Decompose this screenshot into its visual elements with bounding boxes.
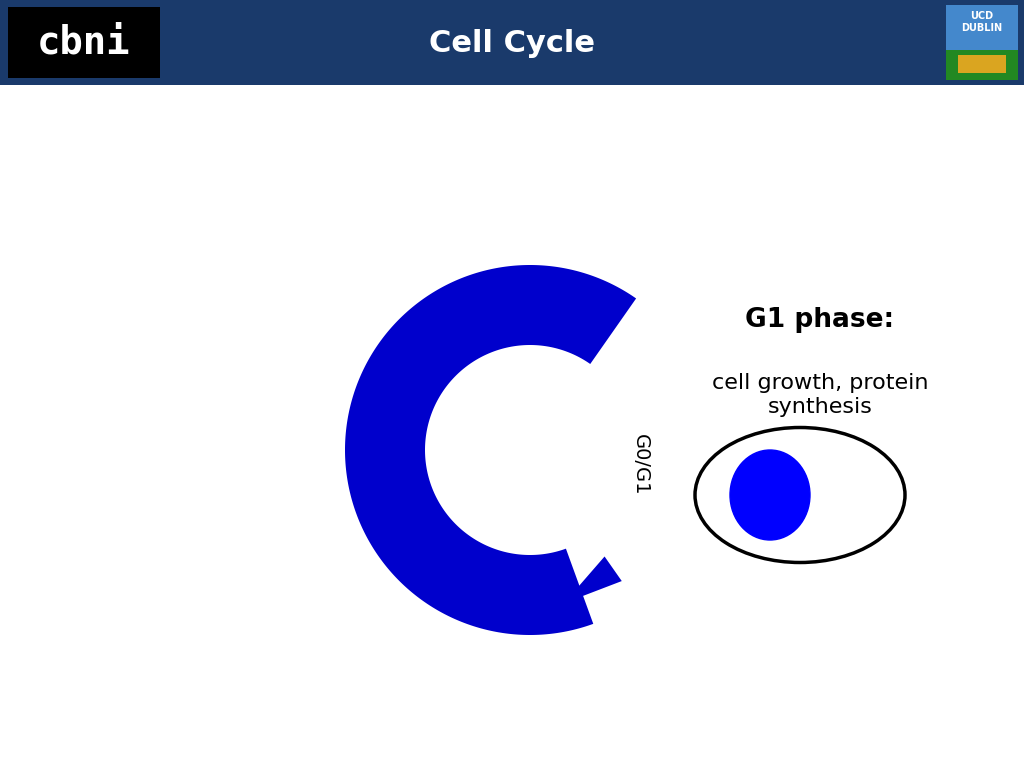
Text: Cell Cycle: Cell Cycle — [429, 28, 595, 58]
Text: UCD
DUBLIN: UCD DUBLIN — [962, 12, 1002, 33]
Bar — [0, 0, 1024, 85]
Polygon shape — [564, 557, 622, 603]
Bar — [8, 7, 160, 78]
Polygon shape — [345, 265, 636, 635]
Text: cell growth, protein
synthesis: cell growth, protein synthesis — [712, 373, 928, 416]
Bar — [958, 55, 1006, 73]
Ellipse shape — [730, 450, 810, 540]
Bar — [946, 5, 1018, 80]
Text: G1 phase:: G1 phase: — [745, 307, 895, 333]
Text: G0/G1: G0/G1 — [631, 434, 649, 496]
Ellipse shape — [695, 428, 905, 562]
Bar — [946, 50, 1018, 80]
Text: cbni: cbni — [37, 24, 131, 62]
